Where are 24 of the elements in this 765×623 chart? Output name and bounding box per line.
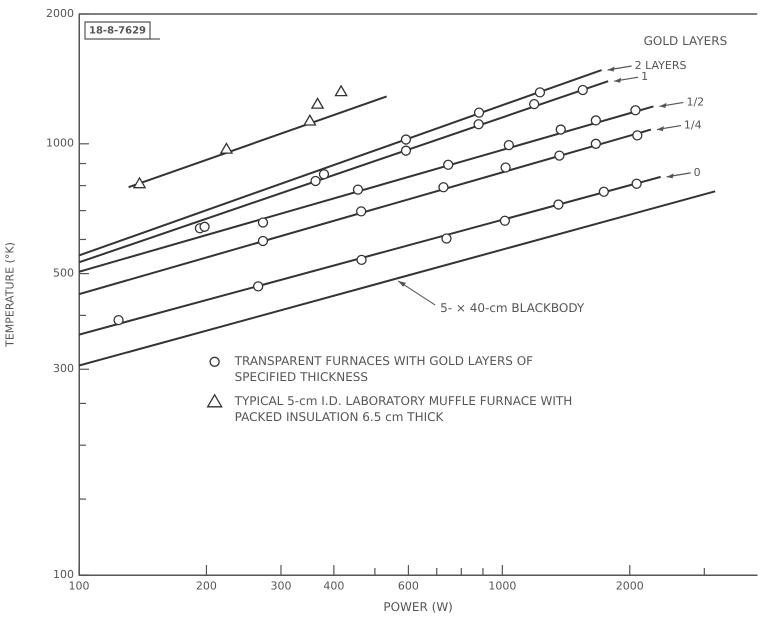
x-tick-label: 200 — [196, 579, 217, 592]
text: 2 LAYERS — [634, 58, 686, 72]
legend-label: TYPICAL 5-cm I.D. LABORATORY MUFFLE FURNACE WITH PACKED INSULATION 6.5 cm THICK — [234, 394, 572, 424]
x-tick-label: 600 — [398, 579, 419, 592]
y-tick-label: 100 — [53, 568, 74, 581]
text: 1/4 — [684, 118, 702, 132]
x-tick-label: 1000 — [488, 579, 516, 592]
x-axis-title: POWER (W) — [383, 600, 453, 614]
x-tick-label: 400 — [323, 579, 344, 592]
x-tick-label: 100 — [68, 579, 90, 592]
y-tick-label: 300 — [53, 362, 74, 376]
x-tick-label: 300 — [270, 579, 292, 592]
text: 0 — [694, 166, 701, 179]
annotation: 18-8-7629 — [89, 26, 146, 37]
text: 1/2 — [686, 95, 704, 108]
text: 1 — [641, 70, 648, 84]
x-tick-label: 2000 — [616, 579, 644, 592]
y-tick-label: 500 — [53, 266, 74, 280]
y-axis-title: TEMPERATURE (°K) — [3, 242, 16, 348]
y-tick-label: 2000 — [46, 6, 74, 20]
legend-label: TRANSPARENT FURNACES WITH GOLD LAYERS OF SPECIFIED THICKNESS — [234, 354, 534, 384]
y-tick-label: 1000 — [46, 136, 74, 150]
annotation: GOLD LAYERS — [644, 34, 728, 48]
annotation: 5- × 40-cm BLACKBODY — [440, 301, 585, 316]
